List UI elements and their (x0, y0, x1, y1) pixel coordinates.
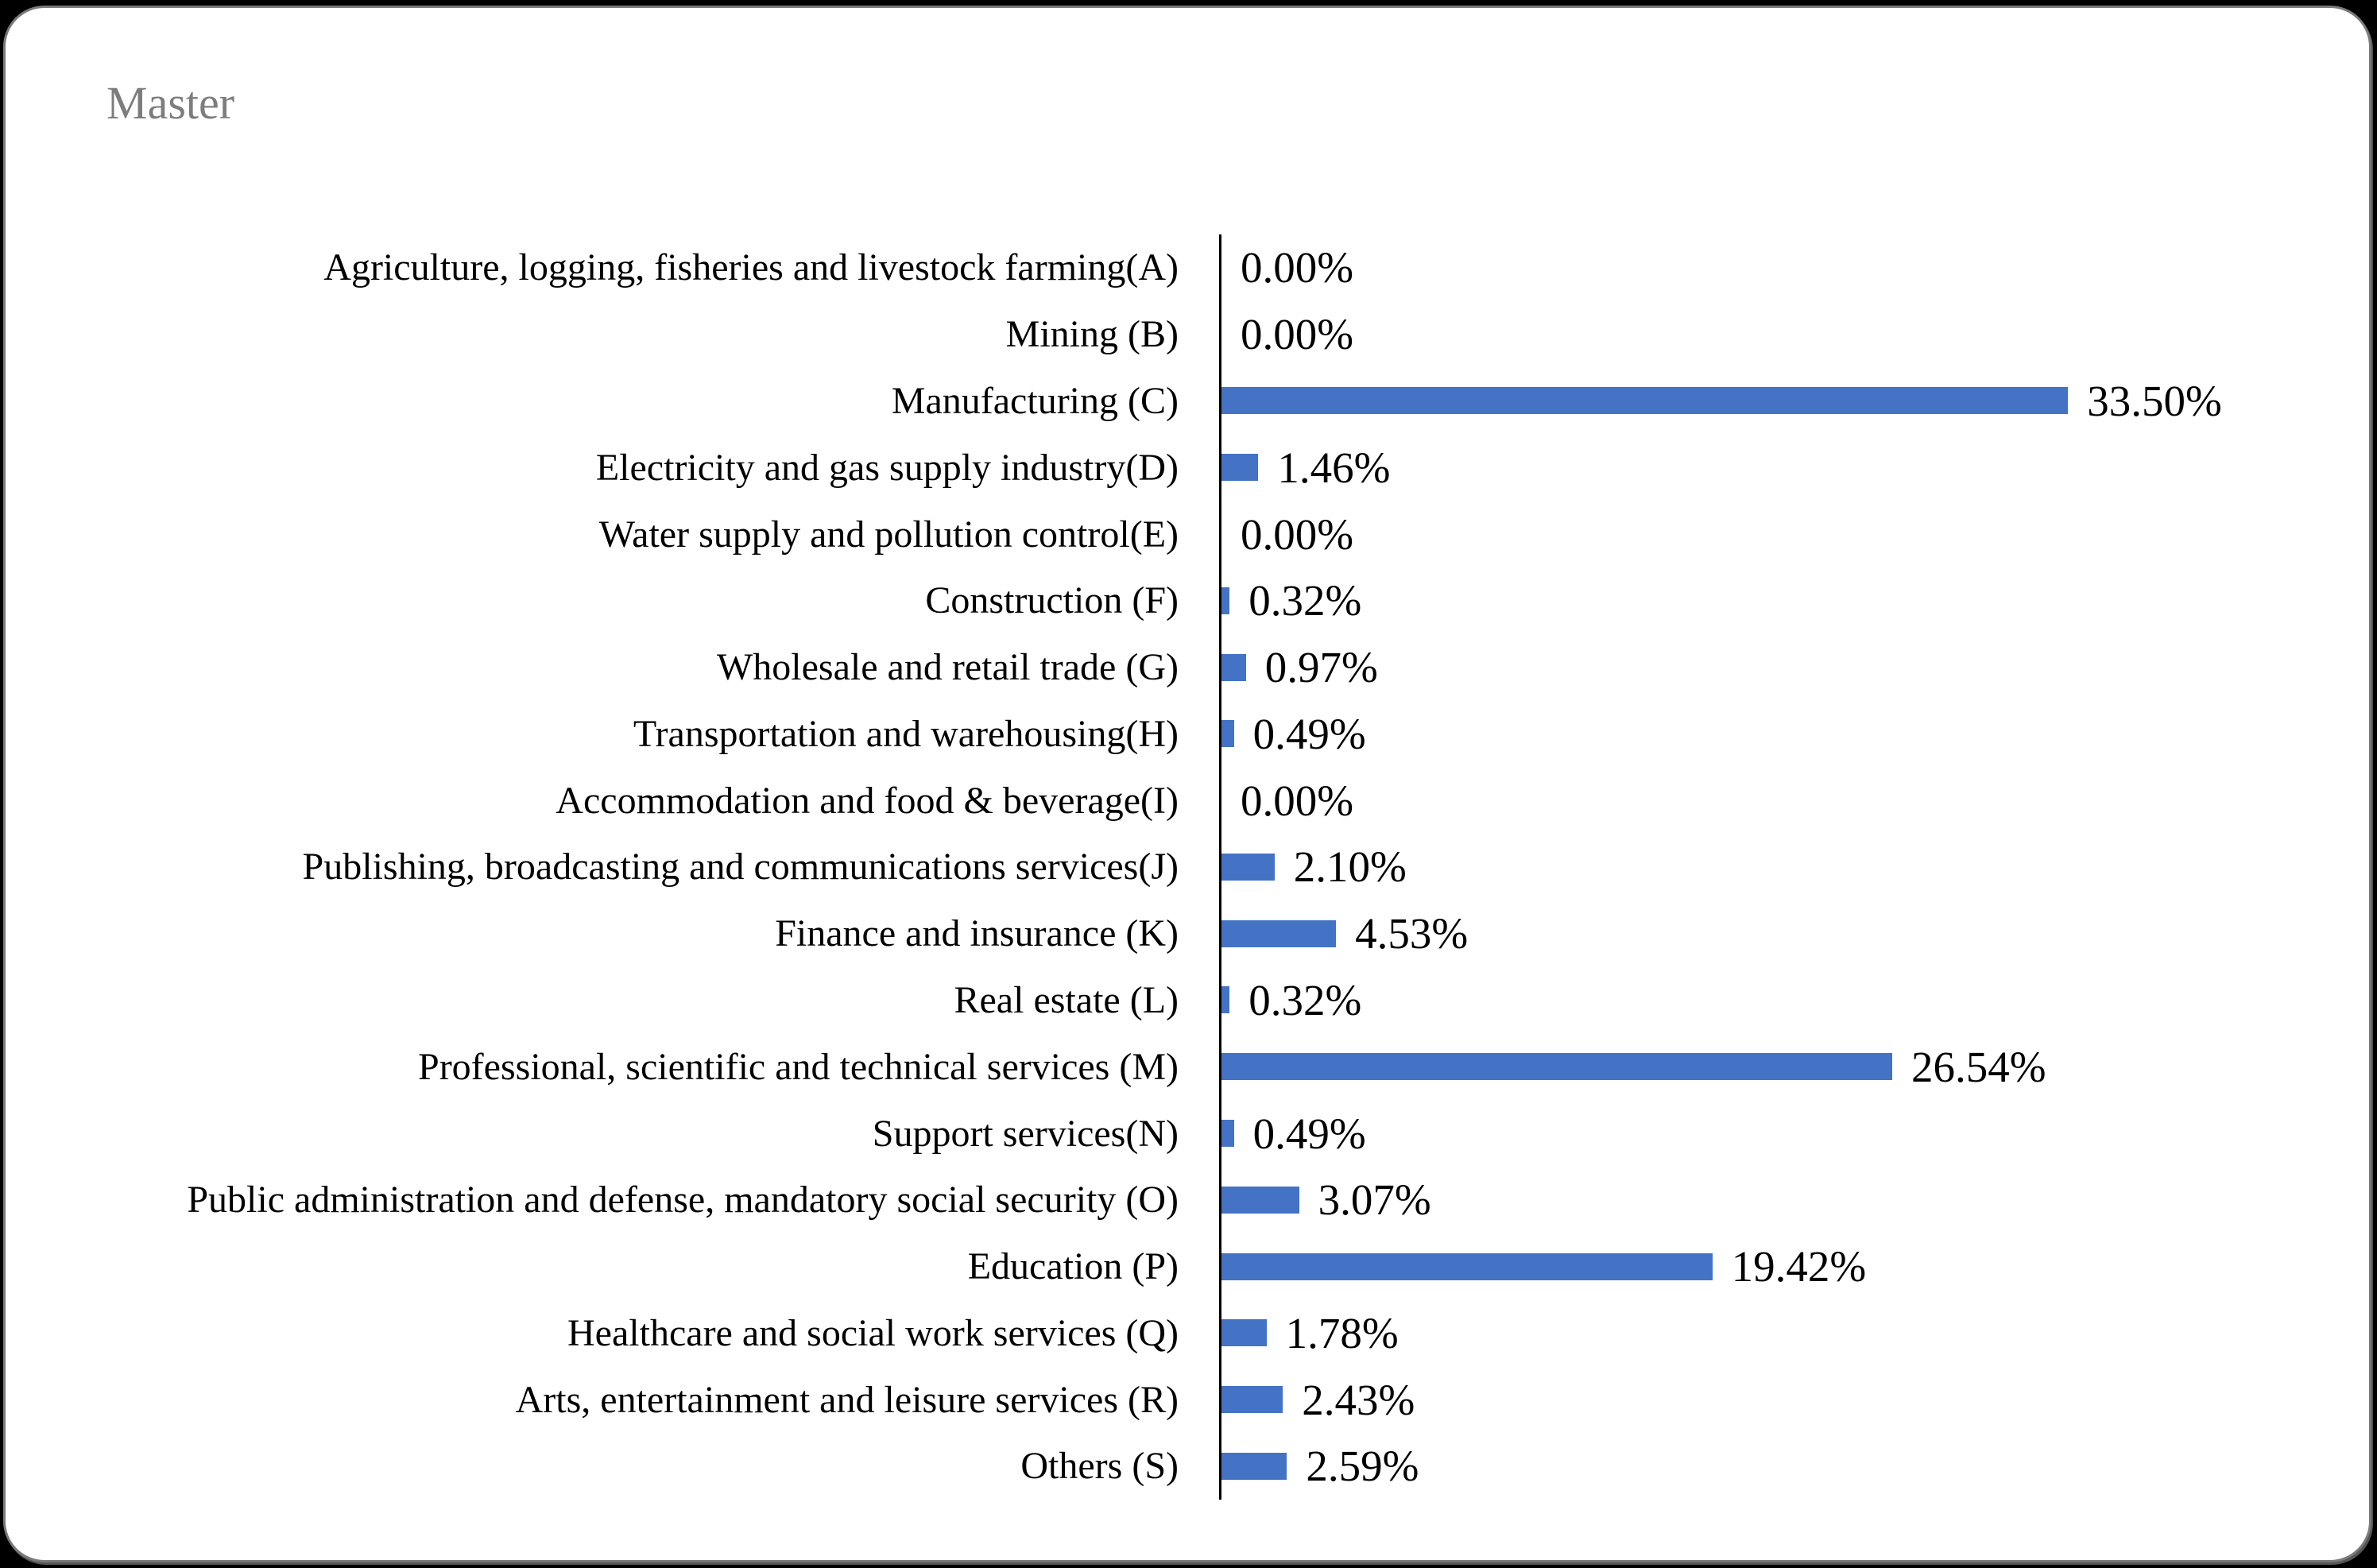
value-label: 3.07% (1318, 1175, 1431, 1225)
category-label: Arts, entertainment and leisure services… (515, 1378, 1179, 1421)
bar (1221, 653, 1246, 681)
category-label: Professional, scientific and technical s… (418, 1045, 1179, 1088)
chart-row: Arts, entertainment and leisure services… (0, 1366, 2377, 1433)
category-label: Construction (F) (925, 579, 1179, 622)
category-label: Agriculture, logging, fisheries and live… (323, 246, 1179, 289)
bar-area: 0.49% (1221, 1109, 1366, 1159)
value-label: 0.32% (1249, 576, 1362, 625)
category-label: Support services(N) (872, 1112, 1179, 1155)
value-label: 0.97% (1264, 643, 1378, 692)
value-label: 4.53% (1355, 909, 1469, 958)
chart-row: Transportation and warehousing(H) 0.49% (0, 700, 2377, 767)
category-label: Public administration and defense, manda… (187, 1179, 1179, 1221)
bar-area: 3.07% (1221, 1175, 1431, 1225)
category-label: Electricity and gas supply industry(D) (595, 446, 1179, 489)
value-label: 2.10% (1293, 842, 1407, 892)
category-label: Education (P) (967, 1245, 1179, 1288)
bar (1221, 1386, 1283, 1414)
bar (1221, 920, 1337, 947)
category-label: Healthcare and social work services (Q) (567, 1311, 1179, 1354)
bar (1221, 1452, 1287, 1480)
bar-area: 33.50% (1221, 376, 2222, 426)
bar-area: 19.42% (1221, 1241, 1866, 1291)
value-label: 2.43% (1302, 1375, 1415, 1424)
bar (1221, 1053, 1892, 1081)
bar (1221, 720, 1234, 748)
value-label: 1.46% (1277, 443, 1391, 492)
category-label: Publishing, broadcasting and communicati… (302, 846, 1179, 889)
value-label: 0.00% (1241, 243, 1354, 292)
chart-title: Master (106, 77, 235, 129)
chart-row: Professional, scientific and technical s… (0, 1033, 2377, 1100)
bar-area: 0.49% (1221, 709, 1366, 759)
bar (1221, 1252, 1713, 1280)
chart-row: Education (P) 19.42% (0, 1233, 2377, 1300)
chart-row: Water supply and pollution control(E) 0.0… (0, 501, 2377, 567)
chart-row: Electricity and gas supply industry(D) 1.… (0, 434, 2377, 501)
bar-area: 0.32% (1221, 575, 1361, 625)
value-label: 0.49% (1252, 1109, 1366, 1158)
value-label: 26.54% (1911, 1042, 2046, 1091)
category-label: Real estate (L) (954, 978, 1179, 1021)
value-label: 2.59% (1306, 1442, 1419, 1491)
bar-area: 0.00% (1221, 509, 1353, 559)
bar-chart: Agriculture, logging, fisheries and live… (0, 234, 2377, 1500)
category-label: Accommodation and food & beverage(I) (556, 779, 1179, 822)
bar-area: 1.78% (1221, 1308, 1399, 1358)
bar-area: 2.59% (1221, 1441, 1419, 1491)
bar (1221, 853, 1275, 881)
bar (1221, 1120, 1234, 1148)
value-label: 0.00% (1241, 509, 1354, 559)
value-label: 1.78% (1285, 1308, 1399, 1357)
category-label: Transportation and warehousing(H) (633, 712, 1179, 755)
chart-row: Accommodation and food & beverage(I) 0.00… (0, 767, 2377, 834)
chart-row: Mining (B) 0.00% (0, 301, 2377, 368)
bar-area: 2.10% (1221, 842, 1407, 892)
slide-card: Master (3, 6, 2371, 1562)
chart-row: Manufacturing (C) 33.50% (0, 368, 2377, 435)
chart-row: Healthcare and social work services (Q) 1… (0, 1300, 2377, 1367)
category-label: Water supply and pollution control(E) (598, 513, 1179, 556)
bar-area: 0.97% (1221, 642, 1378, 692)
bar-area: 4.53% (1221, 908, 1468, 958)
category-label: Wholesale and retail trade (G) (716, 646, 1179, 689)
chart-row: Publishing, broadcasting and communicati… (0, 834, 2377, 900)
value-label: 0.00% (1241, 310, 1354, 359)
bar-area: 1.46% (1221, 443, 1390, 493)
bar-area: 0.32% (1221, 975, 1361, 1025)
chart-row: Finance and insurance (K) 4.53% (0, 900, 2377, 967)
chart-row: Construction (F) 0.32% (0, 567, 2377, 634)
bar-area: 26.54% (1221, 1042, 2046, 1092)
chart-row: Wholesale and retail trade (G) 0.97% (0, 634, 2377, 701)
bar-area: 0.00% (1221, 242, 1353, 292)
chart-row: Agriculture, logging, fisheries and live… (0, 234, 2377, 301)
bar-area: 0.00% (1221, 776, 1353, 826)
bar-area: 0.00% (1221, 309, 1353, 359)
bar (1221, 1319, 1267, 1347)
bar (1221, 1186, 1299, 1214)
bar (1221, 986, 1230, 1014)
y-axis-line (1219, 234, 1221, 1500)
category-label: Others (S) (1020, 1445, 1179, 1488)
value-label: 33.50% (2087, 376, 2222, 425)
value-label: 19.42% (1731, 1242, 1867, 1291)
value-label: 0.49% (1252, 709, 1366, 758)
bar (1221, 454, 1259, 482)
chart-row: Support services(N) 0.49% (0, 1100, 2377, 1167)
value-label: 0.32% (1249, 975, 1362, 1024)
bar-area: 2.43% (1221, 1375, 1415, 1425)
bar (1221, 587, 1230, 614)
bar (1221, 387, 2069, 415)
category-label: Finance and insurance (K) (775, 912, 1179, 955)
chart-row: Public administration and defense, manda… (0, 1167, 2377, 1233)
category-label: Mining (B) (1005, 313, 1179, 356)
chart-row: Others (S) 2.59% (0, 1433, 2377, 1500)
category-label: Manufacturing (C) (891, 379, 1179, 422)
value-label: 0.00% (1241, 776, 1354, 825)
chart-row: Real estate (L) 0.32% (0, 967, 2377, 1034)
